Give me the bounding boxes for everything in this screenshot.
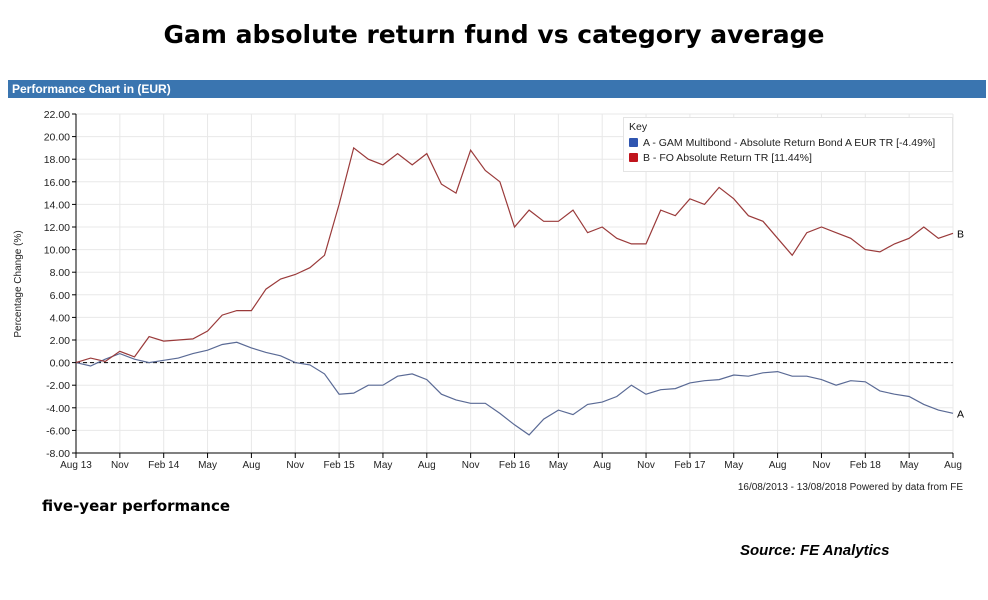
x-tick-label: May — [198, 460, 217, 471]
legend-item-b: B - FO Absolute Return TR [11.44%] — [629, 150, 947, 165]
y-tick-label: -6.00 — [46, 425, 70, 437]
legend-swatch-b — [629, 153, 638, 162]
x-tick-label: Feb 16 — [499, 460, 531, 471]
axes: -8.00 -6.00 -4.00 -2.00 0.00 2.00 4.00 6.00 8.00… — [44, 109, 962, 471]
series-end-label-b: B — [957, 228, 964, 240]
x-tick-label: Feb 17 — [674, 460, 706, 471]
legend-label-a: A - GAM Multibond - Absolute Return Bond… — [643, 136, 936, 149]
series-lines: AB — [75, 146, 964, 436]
panel-header: Performance Chart in (EUR) — [8, 80, 986, 98]
y-tick-label: -2.00 — [46, 380, 70, 392]
y-tick-label: 12.00 — [44, 222, 70, 234]
y-tick-label: 4.00 — [50, 312, 71, 324]
series-line-a — [75, 341, 954, 436]
y-tick-label: -4.00 — [46, 403, 70, 415]
x-tick-label: Aug — [944, 460, 962, 471]
source-note: Source: FE Analytics — [740, 542, 890, 559]
x-tick-label: Aug — [769, 460, 787, 471]
y-tick-label: 8.00 — [50, 267, 71, 279]
y-tick-label: 14.00 — [44, 199, 70, 211]
caption: five-year performance — [42, 497, 231, 515]
x-tick-label: Aug — [243, 460, 261, 471]
x-tick-label: Nov — [462, 460, 480, 471]
legend-item-a: A - GAM Multibond - Absolute Return Bond… — [629, 135, 947, 150]
x-tick-label: May — [724, 460, 743, 471]
chart-title: Gam absolute return fund vs category ave… — [163, 20, 825, 49]
x-tick-label: Nov — [111, 460, 129, 471]
x-tick-label: May — [900, 460, 919, 471]
legend-title: Key — [629, 121, 648, 133]
y-tick-label: 0.00 — [50, 358, 71, 370]
x-tick-label: Aug — [593, 460, 611, 471]
legend-swatch-a — [629, 138, 638, 147]
x-tick-label: Aug — [418, 460, 436, 471]
x-tick-label: May — [373, 460, 392, 471]
y-tick-label: 22.00 — [44, 109, 70, 121]
x-tick-label: Feb 15 — [324, 460, 356, 471]
series-end-label-a: A — [957, 408, 964, 420]
legend-label-b: B - FO Absolute Return TR [11.44%] — [643, 151, 812, 164]
x-tick-label: Feb 14 — [148, 460, 180, 471]
x-tick-label: Nov — [813, 460, 831, 471]
legend: Key A - GAM Multibond - Absolute Return … — [623, 117, 953, 172]
x-tick-label: Aug 13 — [60, 460, 92, 471]
date-range-note: 16/08/2013 - 13/08/2018 Powered by data … — [737, 482, 963, 493]
x-tick-label: Feb 18 — [850, 460, 882, 471]
y-tick-label: 6.00 — [50, 290, 71, 302]
y-tick-label: -8.00 — [46, 448, 70, 460]
x-tick-label: May — [549, 460, 568, 471]
y-tick-label: 20.00 — [44, 132, 70, 144]
y-tick-label: 2.00 — [50, 335, 71, 347]
y-axis-label: Percentage Change (%) — [13, 230, 24, 337]
y-tick-label: 16.00 — [44, 177, 70, 189]
series-line-b — [75, 146, 954, 364]
y-tick-label: 10.00 — [44, 245, 70, 257]
y-tick-label: 18.00 — [44, 154, 70, 166]
x-tick-label: Nov — [286, 460, 304, 471]
x-tick-label: Nov — [637, 460, 655, 471]
